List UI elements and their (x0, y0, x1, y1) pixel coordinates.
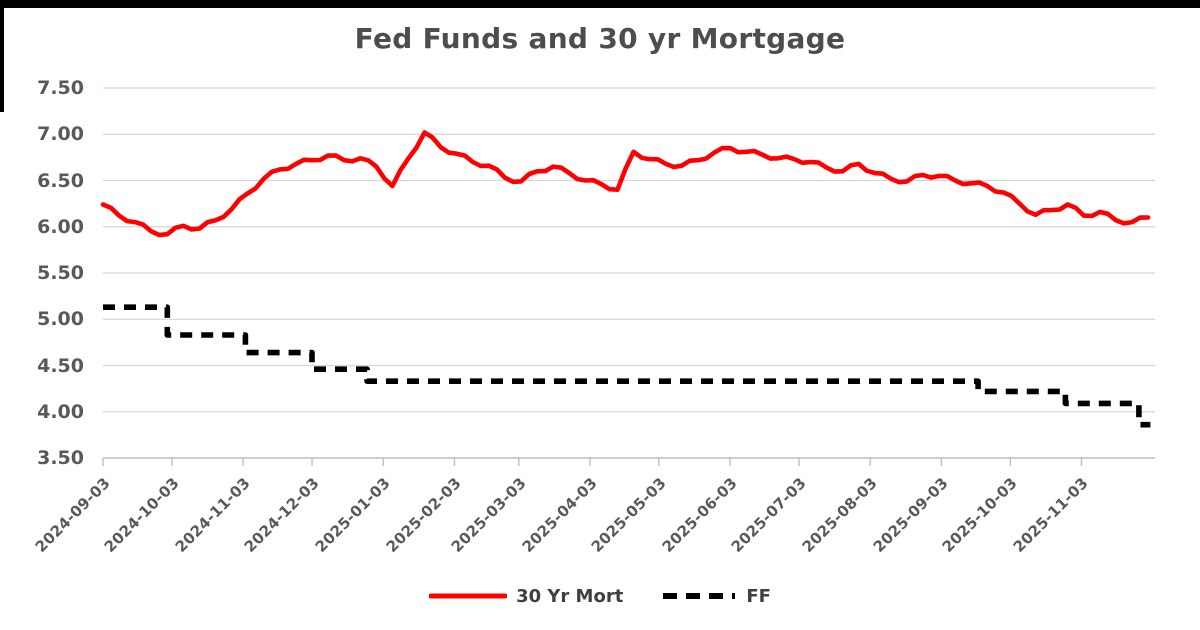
legend: 30 Yr Mort FF (0, 581, 1200, 611)
y-axis-tick-label: 7.00 (37, 123, 84, 146)
legend-item-ff: FF (661, 586, 771, 607)
top-frame-bar (0, 0, 1200, 8)
y-axis-tick-label: 4.50 (37, 354, 84, 377)
y-axis-tick-label: 5.50 (37, 262, 84, 284)
legend-label-30yr-mort: 30 Yr Mort (516, 585, 624, 607)
y-axis-tick-label: 3.50 (37, 447, 84, 469)
y-axis-tick-label: 6.00 (37, 215, 84, 238)
legend-dashed-line-icon (663, 593, 736, 599)
legend-item-30yr-mort: 30 Yr Mort (429, 586, 623, 607)
y-axis-tick-label: 4.00 (37, 400, 84, 423)
y-axis-tick-label: 7.50 (37, 77, 84, 99)
y-axis-tick-label: 5.00 (37, 308, 84, 331)
legend-solid-line-icon (429, 593, 508, 599)
y-axis-tick-label: 6.50 (37, 169, 84, 192)
mortgage-line (100, 130, 1151, 238)
left-frame-bar (0, 0, 4, 112)
chart-title: Fed Funds and 30 yr Mortgage (354, 22, 846, 55)
ff-line (103, 304, 1151, 428)
legend-label-ff: FF (746, 585, 771, 607)
